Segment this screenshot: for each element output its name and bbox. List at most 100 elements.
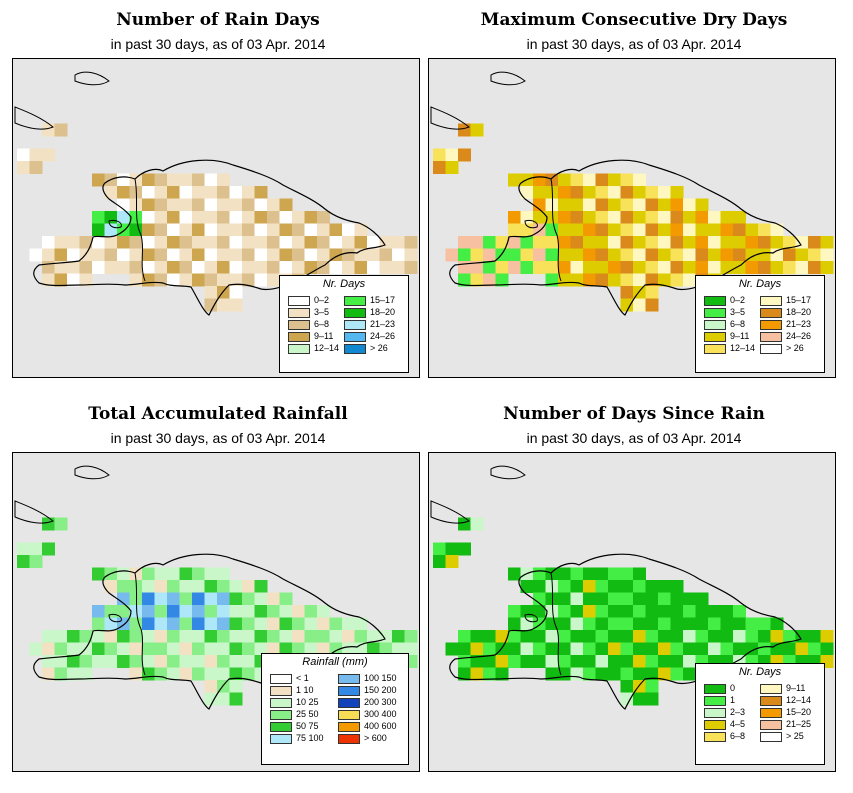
grid-cell <box>620 642 634 656</box>
grid-cell <box>458 667 471 681</box>
grid-cell <box>770 617 784 631</box>
grid-cell <box>633 567 646 581</box>
grid-cell <box>570 567 584 581</box>
grid-cell <box>229 692 243 706</box>
legend-swatch <box>338 686 360 696</box>
legend-swatch <box>338 734 360 744</box>
legend-label: 100 150 <box>364 673 397 683</box>
grid-cell <box>645 692 659 706</box>
grid-cell <box>242 186 255 199</box>
grid-cell <box>242 642 255 656</box>
grid-cell <box>192 198 205 212</box>
grid-cell <box>229 642 243 656</box>
grid-cell <box>229 680 243 693</box>
grid-cell <box>217 617 230 631</box>
legend-label: 300 400 <box>364 709 397 719</box>
grid-cell <box>142 567 155 581</box>
grid-cell <box>570 186 584 199</box>
grid-cell <box>758 236 771 249</box>
grid-cell <box>633 692 646 706</box>
grid-cell <box>79 273 93 287</box>
panel-rain-days: Number of Rain Days in past 30 days, as … <box>12 0 424 390</box>
grid-cell <box>104 630 118 643</box>
grid-cell <box>229 286 243 299</box>
grid-cell <box>633 236 646 249</box>
grid-cell <box>129 198 143 212</box>
legend-label: 15–17 <box>786 295 812 305</box>
grid-cell <box>167 211 180 224</box>
grid-cell <box>733 261 746 274</box>
grid-cell <box>583 173 596 187</box>
grid-cell <box>354 248 368 262</box>
grid-cell <box>192 223 205 237</box>
grid-cell <box>354 642 368 656</box>
grid-cell <box>192 580 205 593</box>
grid-cell <box>620 248 634 262</box>
grid-cell <box>179 248 193 262</box>
grid-cell <box>683 211 696 224</box>
grid-cell <box>795 630 809 643</box>
grid-cell <box>154 236 168 249</box>
grid-cell <box>633 173 646 187</box>
coastline <box>449 159 802 316</box>
grid-cell <box>67 261 80 274</box>
grid-cell <box>229 273 243 287</box>
grid-cell <box>670 667 684 681</box>
grid-cell <box>570 592 584 606</box>
grid-cell <box>117 198 130 212</box>
grid-cell <box>217 580 230 593</box>
grid-cell <box>683 655 696 668</box>
grid-cell <box>229 580 243 593</box>
grid-cell <box>104 655 118 668</box>
grid-cell <box>229 630 243 643</box>
grid-cell <box>204 592 218 606</box>
grid-cell <box>733 248 746 262</box>
grid-cell <box>670 273 684 287</box>
grid-cell <box>154 630 168 643</box>
grid-cell <box>683 630 696 643</box>
grid-cell <box>508 605 521 618</box>
grid-cell <box>117 261 130 274</box>
grid-cell <box>570 580 584 593</box>
legend-swatch <box>760 684 782 694</box>
coastline <box>33 159 386 316</box>
grid-cell <box>267 592 280 606</box>
grid-cell <box>217 567 230 581</box>
legend-swatch <box>288 308 310 318</box>
grid-cell <box>570 248 584 262</box>
grid-cell <box>733 630 746 643</box>
grid-cell <box>570 236 584 249</box>
legend-swatch <box>704 732 726 742</box>
grid-cell <box>658 248 671 262</box>
grid-cell <box>695 236 709 249</box>
grid-cell <box>633 592 646 606</box>
grid-cell <box>745 261 759 274</box>
grid-cell <box>92 173 105 187</box>
grid-cell <box>367 630 380 643</box>
legend-label: 12–14 <box>730 343 756 353</box>
grid-cell <box>242 580 255 593</box>
grid-cell <box>179 580 193 593</box>
grid-cell <box>267 273 280 287</box>
grid-cell <box>733 236 746 249</box>
grid-cell <box>495 630 509 643</box>
grid-cell <box>595 617 609 631</box>
grid-cell <box>458 148 471 162</box>
grid-cell <box>470 630 484 643</box>
grid-cell <box>470 261 484 274</box>
legend-swatch <box>704 332 726 342</box>
legend-swatch <box>760 296 782 306</box>
grid-cell <box>570 642 584 656</box>
grid-cell <box>558 592 571 606</box>
grid-cell <box>545 261 559 274</box>
grid-cell <box>533 236 546 249</box>
grid-cell <box>129 630 143 643</box>
grid-cell <box>808 236 821 249</box>
legend-label: > 25 <box>786 731 804 741</box>
grid-cell <box>129 173 143 187</box>
grid-cell <box>683 236 696 249</box>
grid-cell <box>645 630 659 643</box>
grid-cell <box>583 655 596 668</box>
grid-cell <box>254 211 268 224</box>
grid-cell <box>633 186 646 199</box>
